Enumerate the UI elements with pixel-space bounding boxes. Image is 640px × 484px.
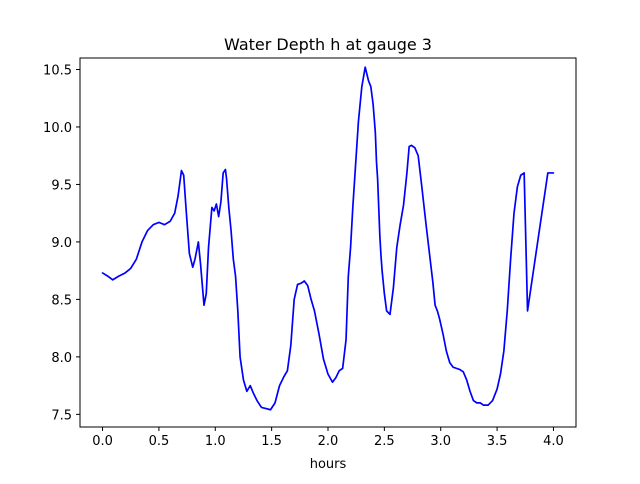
x-axis-label: hours [310,457,347,472]
y-tick-label: 10.0 [43,121,72,136]
chart-title: Water Depth h at gauge 3 [224,35,432,54]
y-tick-label: 7.5 [51,408,72,423]
y-tick-label: 8.0 [51,351,72,366]
y-tick-label: 9.5 [51,178,72,193]
x-tick-label: 1.5 [261,434,282,449]
x-tick-label: 2.5 [374,434,395,449]
x-tick-label: 2.0 [318,434,339,449]
series-line-0 [101,66,555,411]
x-tick-label: 3.5 [487,434,508,449]
x-tick-label: 1.0 [205,434,226,449]
y-tick-label: 9.0 [51,236,72,251]
y-axis-ticks: 7.5 8.0 8.5 9.0 9.5 10.0 10.5 [43,63,80,423]
y-tick-label: 10.5 [43,63,72,78]
x-tick-label: 3.0 [430,434,451,449]
x-tick-label: 0.5 [149,434,170,449]
x-axis-ticks: 0.0 0.5 1.0 1.5 2.0 2.5 3.0 3.5 4.0 [92,427,564,449]
y-tick-label: 8.5 [51,293,72,308]
series-layer [101,66,555,411]
x-tick-label: 0.0 [92,434,113,449]
x-tick-label: 4.0 [543,434,564,449]
